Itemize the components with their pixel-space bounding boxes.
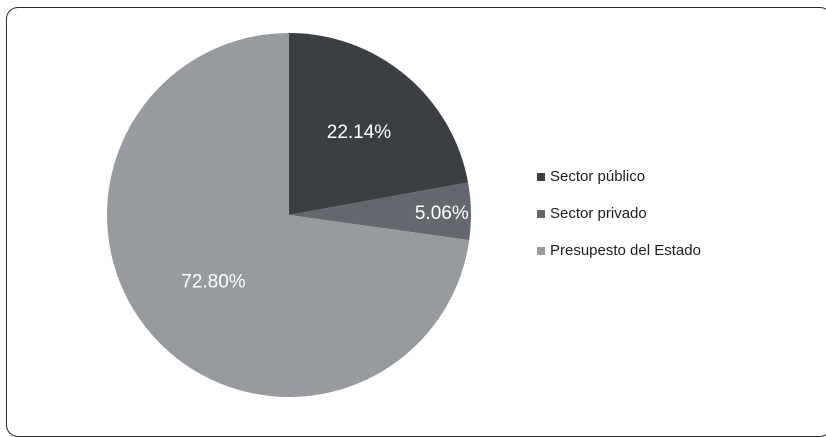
slice-data-label: 22.14% [327,122,392,143]
pie-slices [106,32,471,398]
legend-swatch [537,246,545,255]
pie-chart: 22.14% 5.06% 72.80% [106,32,471,398]
pie-slice [289,33,469,215]
legend-swatch [537,209,545,218]
pie-slice [289,182,471,241]
legend-label: Sector público [550,168,646,185]
slice-data-label: 72.80% [181,272,246,293]
slice-data-label: 5.06% [415,203,469,224]
legend-label: Sector privado [550,205,647,222]
legend-item-presupuesto-estado: Presupesto del Estado [537,240,701,261]
legend-item-sector-publico: Sector público [537,166,701,187]
pie-slice [106,32,470,398]
legend-label: Presupesto del Estado [550,242,701,259]
legend-swatch [537,172,545,181]
legend: Sector público Sector privado Presupesto… [537,166,701,277]
legend-item-sector-privado: Sector privado [537,203,701,224]
slice-labels: 22.14% 5.06% 72.80% [181,122,469,293]
